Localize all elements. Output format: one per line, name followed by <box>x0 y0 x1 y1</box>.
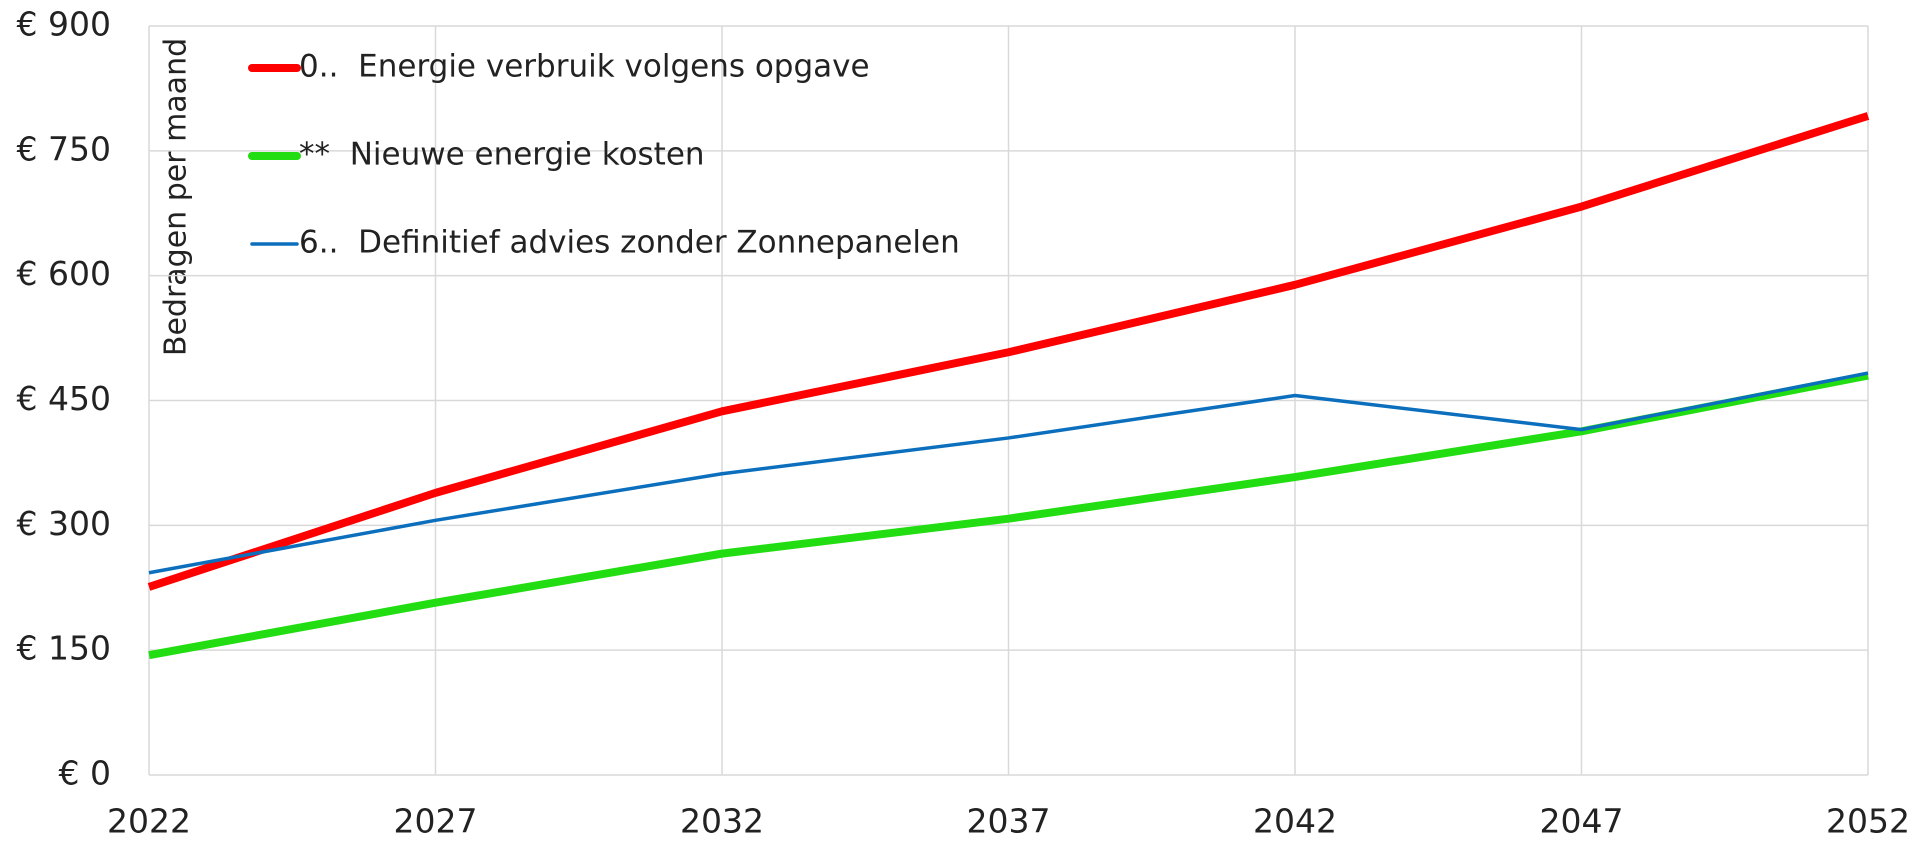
x-tick-label: 2037 <box>967 802 1051 841</box>
legend-label: 6.. Definitief advies zonder Zonnepanele… <box>299 225 960 261</box>
series-line <box>147 112 1870 591</box>
x-tick-label: 2022 <box>107 802 191 841</box>
y-tick-label: € 300 <box>17 504 111 543</box>
x-tick-label: 2047 <box>1540 802 1624 841</box>
y-tick-label: € 0 <box>59 754 111 793</box>
y-tick-label: € 750 <box>17 129 111 168</box>
y-tick-label: € 450 <box>17 379 111 418</box>
y-axis-label: Bedragen per maand <box>159 38 194 356</box>
grid <box>148 25 1869 776</box>
y-tick-label: € 600 <box>17 254 111 293</box>
x-tick-label: 2052 <box>1826 802 1910 841</box>
legend-label: ** Nieuwe energie kosten <box>299 137 705 173</box>
series-line <box>148 371 1869 575</box>
x-tick-label: 2042 <box>1253 802 1337 841</box>
y-tick-label: € 150 <box>17 629 111 668</box>
x-tick-label: 2032 <box>680 802 764 841</box>
x-tick-label: 2027 <box>394 802 478 841</box>
y-tick-label: € 900 <box>17 5 111 44</box>
legend-label: 0.. Energie verbruik volgens opgave <box>299 49 870 85</box>
